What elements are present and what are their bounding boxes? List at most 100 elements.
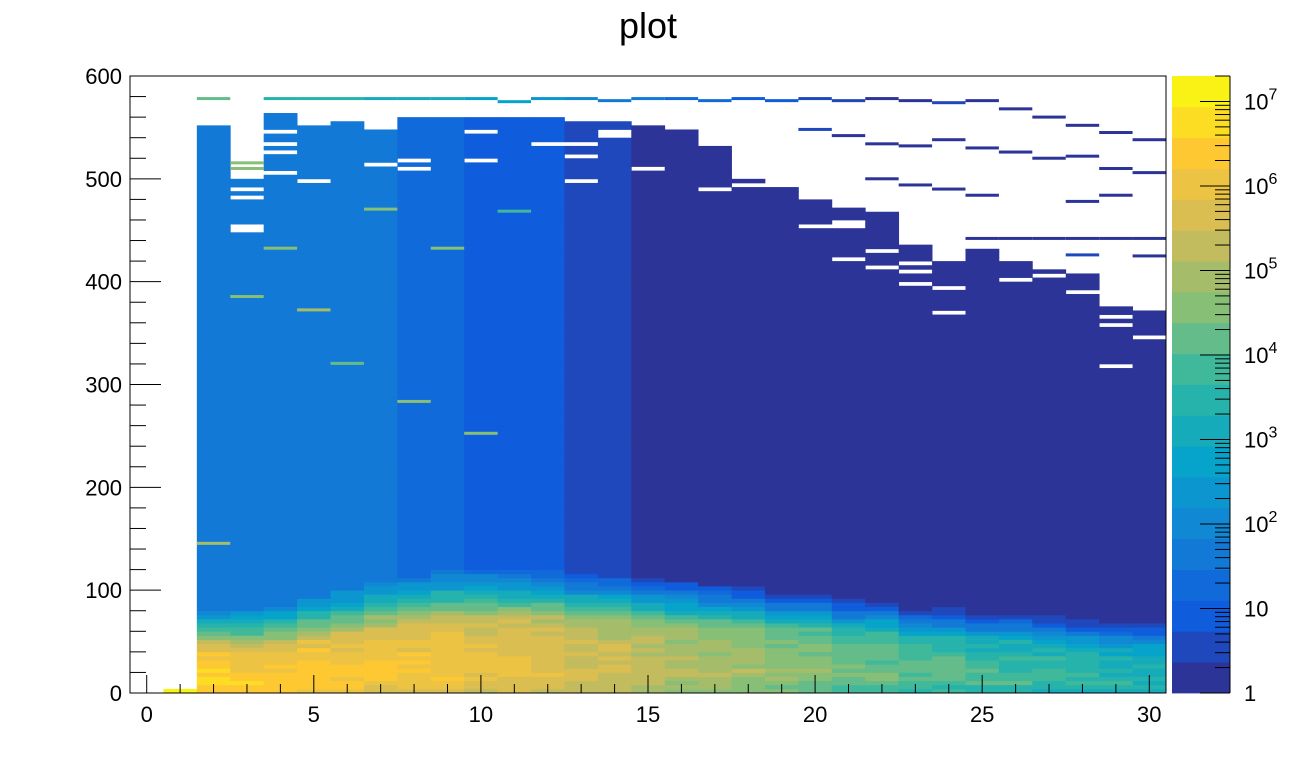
heatmap-cell (564, 199, 599, 204)
heatmap-cell (464, 182, 499, 188)
heatmap-cell (531, 536, 565, 542)
heatmap-cell (196, 302, 231, 307)
heatmap-cell (1132, 561, 1167, 566)
heatmap-cell (397, 462, 432, 468)
heatmap-cell (263, 384, 298, 390)
heatmap-cell (531, 125, 565, 130)
heatmap-cell (564, 594, 599, 599)
heatmap-cell (831, 372, 866, 377)
heatmap-cell (330, 507, 365, 513)
heatmap-cell (230, 425, 265, 431)
heatmap-cell (764, 219, 799, 225)
heatmap-cell (698, 499, 732, 505)
heatmap-cell (865, 355, 900, 361)
heatmap-cell (597, 199, 632, 204)
heatmap-cell (731, 495, 766, 501)
heatmap-cell (998, 446, 1033, 451)
heatmap-cell (397, 487, 432, 492)
heatmap-cell (297, 479, 331, 484)
heatmap-cell (464, 635, 499, 640)
color-scale-band (1172, 662, 1230, 694)
heatmap-cell (965, 487, 1000, 492)
heatmap-cell (297, 462, 331, 468)
heatmap-cell (898, 655, 933, 661)
heatmap-cell (464, 565, 499, 570)
heatmap-cell (1032, 314, 1067, 320)
heatmap-cell (932, 372, 966, 377)
heatmap-cell (330, 466, 365, 472)
heatmap-cell (1032, 425, 1067, 431)
heatmap-cell (1032, 454, 1067, 459)
heatmap-cell (564, 182, 599, 188)
heatmap-cell (564, 310, 599, 315)
heatmap-cell (497, 680, 532, 686)
heatmap-cell (464, 261, 499, 266)
heatmap-cell (564, 281, 599, 287)
heatmap-cell (531, 351, 565, 357)
heatmap-cell (497, 651, 532, 657)
heatmap-cell (631, 446, 666, 451)
heatmap-cell (965, 376, 1000, 381)
heatmap-cell (1032, 635, 1067, 640)
heatmap-cell (564, 442, 599, 447)
heatmap-cell (597, 602, 632, 608)
heatmap-cell (230, 483, 265, 488)
heatmap-cell (597, 655, 632, 661)
heatmap-cell (230, 261, 265, 266)
heatmap-cell (430, 466, 465, 472)
heatmap-cell (664, 458, 699, 464)
heatmap-cell (698, 162, 732, 167)
heatmap-cell (631, 199, 666, 204)
heatmap-cell (1099, 413, 1133, 418)
heatmap-cell (865, 627, 900, 632)
heatmap-cell (1065, 339, 1100, 344)
heatmap-cell (430, 417, 465, 422)
heatmap-cell (898, 442, 933, 447)
heatmap-cell (397, 331, 432, 336)
heatmap-cell (664, 380, 699, 385)
heatmap-cell (664, 166, 699, 171)
heatmap-cell (1132, 557, 1167, 562)
heatmap-cell (731, 491, 766, 496)
heatmap-cell (397, 417, 432, 422)
heatmap-cell (932, 561, 966, 566)
heatmap-cell (1132, 569, 1167, 575)
heatmap-cell (497, 413, 532, 418)
heatmap-cell (397, 549, 432, 554)
heatmap-cell (430, 359, 465, 365)
heatmap-cell (764, 281, 799, 287)
heatmap-cell (1065, 310, 1100, 315)
heatmap-cell (998, 532, 1033, 538)
heatmap-cell (831, 248, 866, 254)
heatmap-cell (664, 347, 699, 352)
heatmap-cell (1032, 577, 1067, 583)
heatmap-cell (965, 565, 1000, 570)
heatmap-cell (297, 544, 331, 550)
heatmap-cell (1032, 322, 1067, 328)
heatmap-cell (196, 442, 231, 447)
heatmap-cell (497, 228, 532, 233)
heatmap-cell (764, 437, 799, 443)
heatmap-cell (932, 409, 966, 414)
heatmap-cell (263, 145, 298, 151)
heatmap-cell (831, 347, 866, 352)
heatmap-cell (263, 174, 298, 180)
heatmap-cell (497, 215, 532, 221)
heatmap-cell (464, 306, 499, 311)
heatmap-cell (1132, 610, 1167, 616)
heatmap-cell (1099, 343, 1133, 348)
heatmap-cell (998, 614, 1033, 620)
heatmap-cell (497, 598, 532, 603)
heatmap-cell (898, 314, 933, 320)
heatmap-cell (1099, 606, 1133, 612)
heatmap-cell (1099, 503, 1133, 509)
heatmap-cell (798, 363, 833, 369)
heatmap-cell (698, 191, 732, 196)
heatmap-cell (664, 368, 699, 373)
heatmap-cell (1132, 347, 1167, 352)
heatmap-cell (898, 429, 933, 435)
heatmap-cell (1065, 355, 1100, 361)
heatmap-cell (230, 380, 265, 385)
heatmap-cell (1065, 495, 1100, 501)
heatmap-cell (397, 639, 432, 645)
